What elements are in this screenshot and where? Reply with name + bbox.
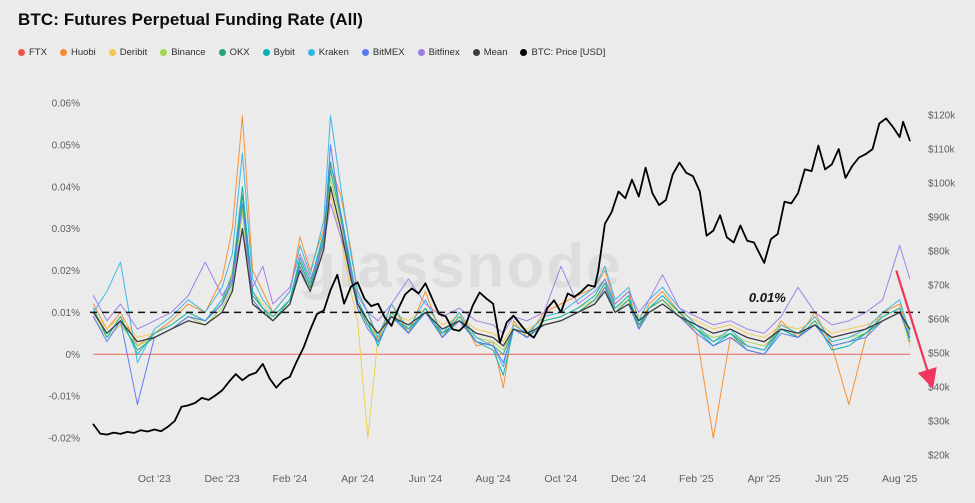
- right-axis-tick: $20k: [928, 451, 951, 462]
- legend-swatch-icon: [307, 49, 315, 56]
- legend-label: Deribit: [119, 47, 148, 58]
- legend-swatch-icon: [160, 49, 168, 56]
- legend-label: Bybit: [273, 47, 295, 58]
- x-axis-tick: Oct '24: [544, 473, 577, 485]
- trend-arrow-icon: [895, 270, 937, 389]
- x-axis-tick: Aug '25: [882, 473, 917, 485]
- legend-swatch-icon: [108, 49, 116, 56]
- left-axis-tick: 0.02%: [52, 266, 80, 277]
- legend-item-huobi[interactable]: Huobi: [59, 47, 96, 58]
- legend-label: Bitfinex: [428, 47, 460, 58]
- legend-label: BTC: Price [USD]: [531, 47, 606, 58]
- legend-label: FTX: [29, 47, 47, 58]
- x-axis-tick: Feb '24: [273, 473, 308, 485]
- legend-item-mean[interactable]: Mean: [472, 47, 508, 58]
- left-axis-tick: -0.02%: [48, 434, 80, 445]
- legend-swatch-icon: [417, 49, 425, 56]
- x-axis-tick: Apr '24: [341, 473, 374, 485]
- left-axis-tick: 0.05%: [52, 140, 80, 151]
- legend-item-ftx[interactable]: FTX: [18, 47, 47, 58]
- right-axis-tick: $110k: [928, 145, 956, 156]
- legend-item-kraken[interactable]: Kraken: [307, 47, 349, 58]
- right-axis-tick: $60k: [928, 315, 951, 326]
- watermark: glassnode: [298, 232, 623, 301]
- legend: FTX Huobi Deribit Binance OKX Bybit Kraken BitM…: [18, 47, 605, 58]
- x-axis-tick: Apr '25: [748, 473, 781, 485]
- left-axis-tick: -0.01%: [48, 392, 80, 403]
- legend-item-deribit[interactable]: Deribit: [108, 47, 148, 58]
- right-axis-tick: $80k: [928, 247, 951, 258]
- legend-label: BitMEX: [372, 47, 405, 58]
- legend-swatch-icon: [472, 49, 480, 56]
- legend-item-bybit[interactable]: Bybit: [262, 47, 295, 58]
- legend-swatch-icon: [218, 49, 226, 56]
- series-btc-price-usd: [92, 117, 911, 436]
- legend-swatch-icon: [59, 49, 67, 56]
- legend-swatch-icon: [520, 49, 528, 56]
- reference-annotation: 0.01%: [749, 290, 786, 305]
- left-axis-tick: 0.03%: [52, 224, 80, 235]
- x-axis-tick: Feb '25: [679, 473, 714, 485]
- series-bybit: [92, 161, 911, 376]
- x-axis-tick: Dec '23: [204, 473, 239, 485]
- page-title: BTC: Futures Perpetual Funding Rate (All…: [18, 10, 364, 29]
- x-axis-tick: Jun '25: [815, 473, 849, 485]
- left-axis-tick: 0.06%: [52, 99, 80, 110]
- right-axis-tick: $50k: [928, 349, 951, 360]
- legend-label: OKX: [229, 47, 250, 58]
- legend-item-bitfinex[interactable]: Bitfinex: [417, 47, 460, 58]
- legend-swatch-icon: [18, 49, 25, 56]
- series-kraken: [92, 115, 911, 368]
- legend-item-okx[interactable]: OKX: [218, 47, 250, 58]
- series-bitmex: [92, 144, 911, 405]
- legend-label: Mean: [483, 47, 508, 58]
- legend-item-binance[interactable]: Binance: [160, 47, 206, 58]
- right-axis-tick: $70k: [928, 281, 951, 292]
- series-mean: [92, 186, 911, 347]
- left-axis-tick: 0.01%: [52, 308, 80, 319]
- x-axis-tick: Dec '24: [611, 473, 646, 485]
- left-axis-tick: 0%: [66, 350, 81, 361]
- legend-label: Kraken: [318, 47, 349, 58]
- right-axis-tick: $120k: [928, 111, 956, 122]
- legend-item-btc-price-usd[interactable]: BTC: Price [USD]: [520, 47, 605, 58]
- legend-label: Binance: [171, 47, 206, 58]
- x-axis-tick: Jun '24: [409, 473, 443, 485]
- x-axis-tick: Aug '24: [475, 473, 510, 485]
- series-binance: [92, 177, 911, 351]
- x-axis-tick: Oct '23: [138, 473, 171, 485]
- legend-swatch-icon: [361, 49, 369, 56]
- right-axis-tick: $100k: [928, 179, 956, 190]
- legend-label: Huobi: [70, 47, 96, 58]
- left-axis-tick: 0.04%: [52, 182, 80, 193]
- series-huobi: [92, 115, 911, 439]
- right-axis-tick: $40k: [928, 383, 951, 394]
- series-bitfinex: [92, 203, 911, 334]
- legend-swatch-icon: [262, 49, 270, 56]
- right-axis-tick: $30k: [928, 417, 951, 428]
- legend-item-bitmex[interactable]: BitMEX: [361, 47, 405, 58]
- right-axis-tick: $90k: [928, 213, 951, 224]
